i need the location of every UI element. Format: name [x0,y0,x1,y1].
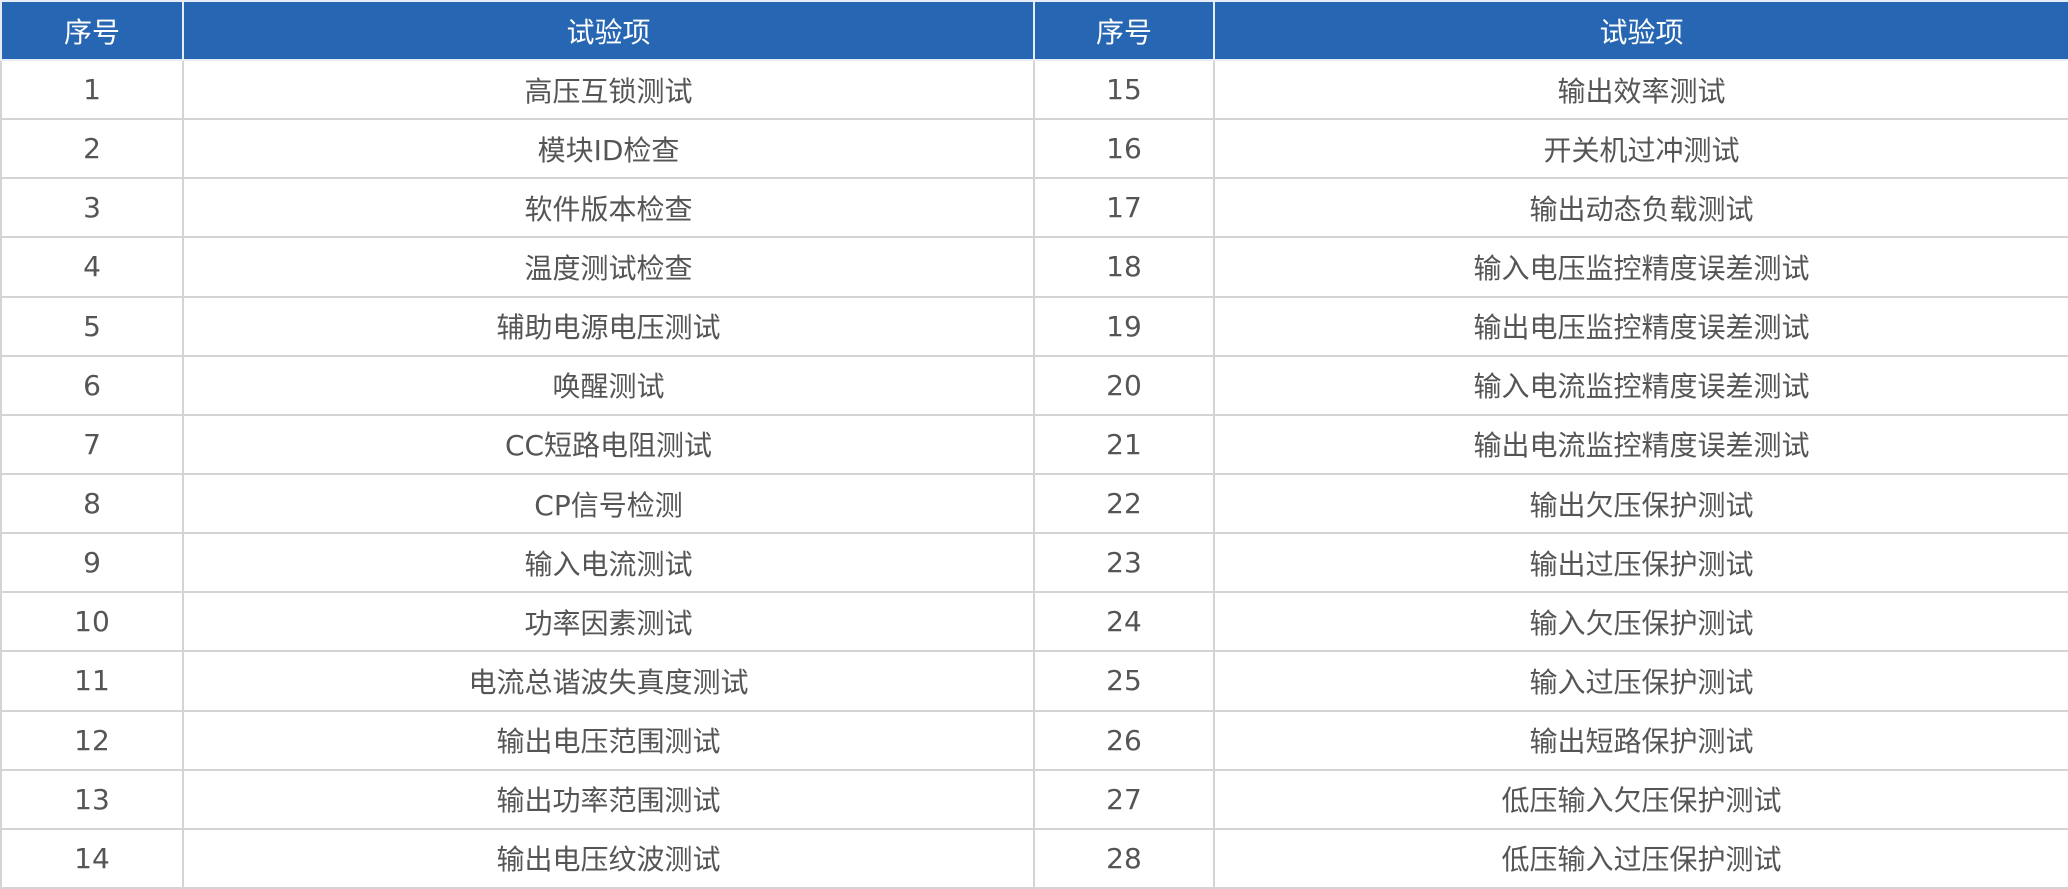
index-cell: 13 [0,768,184,830]
item-cell: 模块ID检查 [182,118,1035,180]
table-row: 4 温度测试检查 18 输入电压监控精度误差测试 [0,236,2068,298]
item-cell: 唤醒测试 [182,354,1035,416]
header-cell: 序号 [0,0,184,61]
table-row: 14 输出电压纹波测试 28 低压输入过压保护测试 [0,827,2068,889]
table-row: 12 输出电压范围测试 26 输出短路保护测试 [0,709,2068,771]
index-cell: 22 [1033,472,1215,535]
table-row: 6 唤醒测试 20 输入电流监控精度误差测试 [0,354,2068,416]
index-cell: 10 [0,591,184,653]
index-cell: 25 [1033,650,1215,712]
index-cell: 23 [1033,532,1215,594]
item-cell: 输出电压范围测试 [182,709,1035,771]
index-cell: 3 [0,177,184,239]
index-cell: 15 [1033,58,1215,121]
table-row: 3 软件版本检查 17 输出动态负载测试 [0,177,2068,239]
item-cell: 低压输入欠压保护测试 [1213,768,2068,830]
item-cell: 输入过压保护测试 [1213,650,2068,712]
header-cell: 试验项 [182,0,1035,61]
table-row: 9 输入电流测试 23 输出过压保护测试 [0,532,2068,594]
item-cell: 输出过压保护测试 [1213,532,2068,594]
item-cell: 输出欠压保护测试 [1213,472,2068,535]
item-cell: 输出电压纹波测试 [182,827,1035,889]
index-cell: 1 [0,58,184,121]
header-row: 序号 试验项 序号 试验项 [0,0,2068,61]
index-cell: 17 [1033,177,1215,239]
table-row: 13 输出功率范围测试 27 低压输入欠压保护测试 [0,768,2068,830]
index-cell: 20 [1033,354,1215,416]
index-cell: 6 [0,354,184,416]
item-cell: 辅助电源电压测试 [182,295,1035,357]
table-row: 10 功率因素测试 24 输入欠压保护测试 [0,591,2068,653]
index-cell: 26 [1033,709,1215,771]
table-row: 7 CC短路电阻测试 21 输出电流监控精度误差测试 [0,413,2068,475]
item-cell: 低压输入过压保护测试 [1213,827,2068,889]
index-cell: 11 [0,650,184,712]
item-cell: 开关机过冲测试 [1213,118,2068,180]
item-cell: 软件版本检查 [182,177,1035,239]
item-cell: 输入电压监控精度误差测试 [1213,236,2068,298]
index-cell: 18 [1033,236,1215,298]
item-cell: 电流总谐波失真度测试 [182,650,1035,712]
item-cell: CP信号检测 [182,472,1035,535]
item-cell: 高压互锁测试 [182,58,1035,121]
index-cell: 5 [0,295,184,357]
index-cell: 4 [0,236,184,298]
index-cell: 28 [1033,827,1215,889]
index-cell: 9 [0,532,184,594]
item-cell: 功率因素测试 [182,591,1035,653]
item-cell: 输出电流监控精度误差测试 [1213,413,2068,475]
table-row: 11 电流总谐波失真度测试 25 输入过压保护测试 [0,650,2068,712]
index-cell: 24 [1033,591,1215,653]
item-cell: 输入电流监控精度误差测试 [1213,354,2068,416]
index-cell: 8 [0,472,184,535]
index-cell: 21 [1033,413,1215,475]
table-row: 2 模块ID检查 16 开关机过冲测试 [0,118,2068,180]
table-row: 1 高压互锁测试 15 输出效率测试 [0,58,2068,121]
item-cell: 输出功率范围测试 [182,768,1035,830]
table-row: 5 辅助电源电压测试 19 输出电压监控精度误差测试 [0,295,2068,357]
item-cell: 温度测试检查 [182,236,1035,298]
item-cell: 输出电压监控精度误差测试 [1213,295,2068,357]
index-cell: 12 [0,709,184,771]
item-cell: CC短路电阻测试 [182,413,1035,475]
item-cell: 输出短路保护测试 [1213,709,2068,771]
table-body: 1 高压互锁测试 15 输出效率测试 2 模块ID检查 16 开关机过冲测试 3 软件版本检查 17… [0,58,2068,889]
index-cell: 16 [1033,118,1215,180]
index-cell: 7 [0,413,184,475]
index-cell: 19 [1033,295,1215,357]
table-row: 8 CP信号检测 22 输出欠压保护测试 [0,472,2068,535]
index-cell: 14 [0,827,184,889]
header-cell: 序号 [1033,0,1215,61]
index-cell: 27 [1033,768,1215,830]
item-cell: 输出效率测试 [1213,58,2068,121]
item-cell: 输出动态负载测试 [1213,177,2068,239]
index-cell: 2 [0,118,184,180]
item-cell: 输入欠压保护测试 [1213,591,2068,653]
header-cell: 试验项 [1213,0,2068,61]
item-cell: 输入电流测试 [182,532,1035,594]
